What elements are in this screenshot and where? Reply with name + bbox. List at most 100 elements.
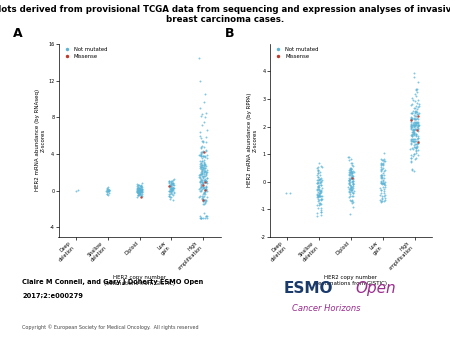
Point <box>136 187 144 192</box>
Point <box>202 171 210 176</box>
Point <box>198 179 205 184</box>
Point <box>414 100 421 105</box>
Point <box>347 168 355 173</box>
Point <box>196 216 203 221</box>
Point <box>349 169 356 174</box>
Point <box>346 175 353 180</box>
Point <box>200 191 207 196</box>
Point <box>203 170 210 175</box>
Point <box>407 155 414 161</box>
Point <box>169 185 176 191</box>
Point <box>135 183 142 188</box>
Point <box>408 122 415 127</box>
Point <box>136 190 144 196</box>
Point <box>415 135 422 141</box>
Point <box>203 213 210 218</box>
Point <box>350 186 357 191</box>
Point <box>410 120 418 125</box>
Point <box>75 187 82 193</box>
Point <box>200 148 207 153</box>
Point <box>167 184 174 189</box>
Point <box>197 159 204 164</box>
Point <box>347 160 355 165</box>
Point <box>407 119 414 124</box>
Point <box>410 139 418 144</box>
Point <box>200 190 207 195</box>
Point <box>409 134 416 139</box>
Point <box>410 123 418 128</box>
Point <box>314 180 321 186</box>
Point <box>411 114 418 119</box>
Point <box>169 178 176 184</box>
Point <box>381 158 388 163</box>
Point <box>282 191 289 196</box>
Point <box>409 129 416 135</box>
Point <box>198 162 205 168</box>
Point <box>202 154 209 159</box>
Point <box>411 110 418 115</box>
Point <box>196 194 203 199</box>
Point <box>315 178 322 183</box>
Point <box>201 157 208 163</box>
Point <box>199 153 207 159</box>
Point <box>316 172 324 178</box>
Text: breast carcinoma cases.: breast carcinoma cases. <box>166 15 284 24</box>
Text: Copyright © European Society for Medical Oncology.  All rights reserved: Copyright © European Society for Medical… <box>22 324 199 330</box>
Point <box>346 191 353 196</box>
Point <box>196 78 203 83</box>
Point <box>412 87 419 93</box>
Point <box>410 131 418 137</box>
Point <box>203 110 210 116</box>
Point <box>414 124 422 129</box>
Point <box>168 184 175 189</box>
Point <box>410 154 417 159</box>
Point <box>136 185 143 191</box>
Point <box>104 187 111 192</box>
Point <box>408 155 415 161</box>
Point <box>166 189 173 194</box>
Point <box>318 188 325 194</box>
Point <box>134 190 141 195</box>
Point <box>409 138 416 144</box>
Point <box>381 197 388 202</box>
X-axis label: HER2 copy number
(estimations from GISTIC): HER2 copy number (estimations from GISTI… <box>315 275 387 286</box>
Point <box>412 116 419 122</box>
Point <box>203 175 210 181</box>
Point <box>411 91 418 96</box>
Point <box>197 164 204 170</box>
Point <box>202 168 209 174</box>
Point <box>377 185 384 191</box>
Point <box>200 149 207 154</box>
Point <box>313 192 320 198</box>
Point <box>202 188 209 193</box>
Point <box>135 186 143 192</box>
Point <box>350 190 357 196</box>
Point <box>169 177 176 182</box>
Point <box>135 183 143 188</box>
Point <box>135 184 142 190</box>
Point <box>318 194 325 199</box>
Point <box>197 182 204 187</box>
Point <box>315 170 322 175</box>
Point <box>318 189 325 195</box>
Point <box>202 186 209 192</box>
Point <box>318 196 325 201</box>
Point <box>349 181 356 187</box>
Point <box>407 116 414 121</box>
Point <box>377 167 384 172</box>
Point <box>381 181 388 187</box>
Point <box>138 186 145 191</box>
Point <box>198 196 206 202</box>
Point <box>414 111 421 117</box>
Point <box>134 187 141 192</box>
Point <box>201 216 208 221</box>
Point <box>314 214 321 219</box>
Point <box>413 141 420 147</box>
Point <box>201 162 208 167</box>
Point <box>315 192 323 197</box>
Point <box>413 138 420 144</box>
Point <box>203 169 210 174</box>
Point <box>201 176 208 181</box>
Point <box>198 143 206 148</box>
Point <box>408 166 415 172</box>
